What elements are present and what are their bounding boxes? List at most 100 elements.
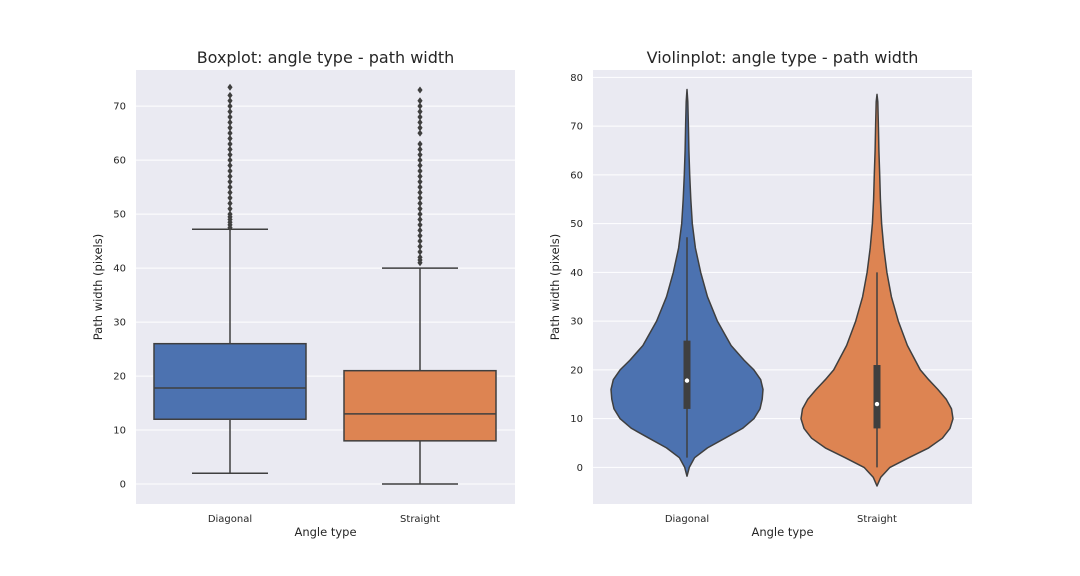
violinplot-y-ticks: 0 10 20 30 40 50 60 70 80 [570,73,583,474]
x-tick-label: Diagonal [665,514,709,525]
outlier-point [227,210,233,218]
outlier-point [227,189,233,197]
violin-median-point [874,401,880,407]
outlier-point [417,140,423,148]
y-tick-label: 40 [570,268,583,279]
y-tick-label: 60 [570,170,583,181]
y-tick-label: 10 [113,426,126,437]
outlier-point [227,194,233,202]
outlier-point [227,156,233,164]
outlier-point [417,216,423,224]
outlier-point [417,205,423,213]
outlier-point [417,86,423,94]
outlier-point [417,113,423,121]
boxplot-title: Boxplot: angle type - path width [197,48,455,67]
outlier-point [417,108,423,116]
outlier-point [417,156,423,164]
outlier-point [417,129,423,137]
outlier-point [227,129,233,137]
y-tick-label: 0 [120,480,126,491]
x-tick-label: Straight [400,514,440,525]
y-tick-label: 40 [113,264,126,275]
outlier-point [417,124,423,132]
outlier-point [227,145,233,153]
iqr-box [343,369,497,442]
outlier-point [227,135,233,143]
boxplot-marks [153,83,497,485]
outlier-point [227,205,233,213]
outlier-point [417,183,423,191]
violin-straight [800,93,954,487]
y-tick-label: 10 [570,414,583,425]
outlier-point [417,178,423,186]
outlier-point [227,178,233,186]
outlier-point [417,172,423,180]
y-tick-label: 20 [113,372,126,383]
outlier-point [417,97,423,105]
outlier-point [227,83,233,91]
outlier-point [417,151,423,159]
outlier-point [417,162,423,170]
violinplot-x-axis-label: Angle type [751,525,813,539]
violinplot-gridlines [593,76,972,468]
outlier-point [417,199,423,207]
outlier-point [417,145,423,153]
y-tick-label: 20 [570,365,583,376]
outlier-point [227,91,233,99]
y-tick-label: 30 [113,318,126,329]
outlier-point [417,226,423,234]
y-tick-label: 50 [113,210,126,221]
violinplot-marks [610,88,954,487]
y-tick-label: 70 [113,102,126,113]
y-tick-label: 70 [570,122,583,133]
y-tick-label: 30 [570,317,583,328]
violin-median-point [684,378,690,383]
y-tick-label: 50 [570,219,583,230]
violin-iqr-bar [683,340,691,409]
outlier-point [417,102,423,110]
outlier-point [417,189,423,197]
outlier-point [417,221,423,229]
boxplot-x-ticks: Diagonal Straight [208,514,440,525]
boxplot-y-axis-label: Path width (pixels) [91,234,105,340]
y-tick-label: 0 [577,463,583,474]
outlier-point [227,151,233,159]
outlier-point [227,172,233,180]
violinplot-title: Violinplot: angle type - path width [647,48,919,67]
outlier-point [417,210,423,218]
outlier-point [227,102,233,110]
outlier-point [227,162,233,170]
outlier-point [227,118,233,126]
x-tick-label: Diagonal [208,514,252,525]
outlier-point [417,243,423,251]
outlier-point [227,108,233,116]
violin-iqr-bar [873,365,881,429]
violin-diagonal [610,88,764,477]
y-tick-label: 80 [570,73,583,84]
boxplot-panel: 0 10 20 30 40 50 60 70 Diagonal Straight Boxplot… [91,48,515,539]
outlier-point [227,167,233,175]
outlier-point [417,248,423,256]
x-tick-label: Straight [857,514,897,525]
y-tick-label: 60 [113,156,126,167]
outlier-point [227,124,233,132]
outlier-point [417,118,423,126]
outlier-point [227,140,233,148]
outlier-point [417,237,423,245]
violinplot-y-axis-label: Path width (pixels) [548,234,562,340]
iqr-box [153,342,307,421]
outlier-point [417,167,423,175]
outlier-point [227,199,233,207]
outlier-point [417,194,423,202]
violinplot-x-ticks: Diagonal Straight [665,514,897,525]
boxplot-y-ticks: 0 10 20 30 40 50 60 70 [113,102,126,491]
violinplot-panel: 0 10 20 30 40 50 60 70 80 Diagonal Straight Violi… [548,48,972,539]
outlier-point [227,183,233,191]
outlier-point [417,232,423,240]
outlier-point [417,253,423,261]
box-diagonal [153,83,307,474]
outlier-point [227,97,233,105]
boxplot-x-axis-label: Angle type [294,525,356,539]
outlier-point [227,113,233,121]
